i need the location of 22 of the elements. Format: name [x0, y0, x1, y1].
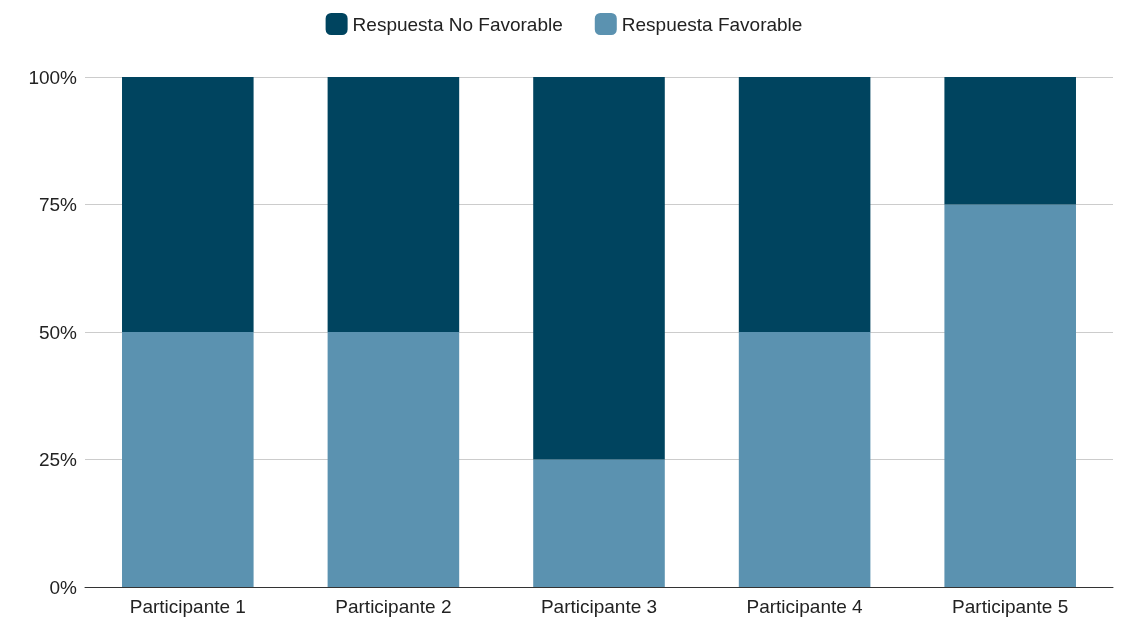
legend-label: Respuesta No Favorable — [352, 13, 563, 35]
y-tick-label: 50% — [38, 321, 78, 343]
x-tick-label: Participante 2 — [335, 596, 452, 617]
legend-label: Respuesta Favorable — [621, 13, 803, 35]
y-tick-label: 75% — [38, 194, 78, 215]
x-tick-label: Participante 3 — [540, 596, 658, 617]
bar — [944, 204, 1076, 587]
bar — [122, 332, 254, 587]
bar — [533, 77, 665, 460]
bar — [738, 77, 871, 332]
bar — [327, 77, 460, 332]
bar — [122, 77, 254, 332]
y-tick-label: 25% — [38, 449, 78, 470]
bar — [533, 459, 665, 587]
bar — [738, 332, 871, 587]
x-tick-label: Participante 1 — [129, 596, 246, 617]
y-tick-label: 100% — [28, 66, 78, 88]
x-tick-label: Participante 4 — [746, 596, 864, 617]
bar — [944, 77, 1076, 205]
bar — [327, 332, 460, 587]
y-tick-label: 0% — [49, 576, 78, 598]
x-tick-label: Participante 5 — [952, 596, 1069, 617]
